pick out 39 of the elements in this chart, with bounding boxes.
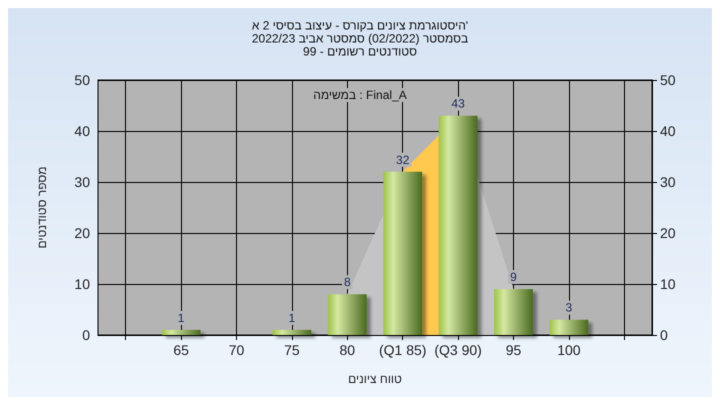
data-label: 9 — [510, 270, 518, 284]
data-label: 1 — [288, 310, 296, 325]
annotation: במשימה : Final_A — [313, 88, 407, 102]
bar — [162, 330, 200, 335]
chart-subtitle: בסמסטר (02/2022) סמסטר אביב 2022/23 סטודנטים רשומים - 99 — [252, 32, 468, 58]
x-tick-label: 95 — [506, 342, 522, 358]
bar — [272, 330, 312, 335]
data-label: 32 — [396, 152, 410, 167]
y-tick-label: 20 — [74, 225, 90, 241]
y2-tick-label: 40 — [660, 123, 676, 139]
y-tick-label: 10 — [74, 276, 90, 292]
bar — [328, 294, 367, 335]
bar — [438, 116, 478, 335]
x-tick-label: 100 — [557, 342, 581, 358]
y-tick-label: 0 — [82, 327, 90, 343]
data-label: 1 — [178, 310, 185, 325]
bar — [550, 320, 588, 335]
x-axis-title: טווח ציונים — [348, 372, 402, 386]
y-tick-label: 30 — [74, 174, 90, 190]
data-label: 43 — [451, 96, 466, 111]
x-tick-label: (Q1 85) — [378, 342, 426, 358]
bar — [494, 289, 533, 335]
bar — [383, 172, 422, 335]
data-label: 3 — [566, 300, 573, 315]
y2-tick-label: 50 — [660, 72, 676, 88]
chart-title: היסטוגרמת ציונים בקורס - עיצוב בסיסי 2 א' — [252, 18, 468, 32]
y-axis-title: מספר סטודנטים — [35, 166, 49, 249]
data-label: 8 — [344, 275, 351, 290]
x-tick-label: 75 — [284, 342, 300, 358]
x-tick-label: (Q3 90) — [434, 342, 482, 358]
y2-tick-label: 10 — [660, 276, 676, 292]
x-tick-label: 70 — [228, 342, 244, 358]
x-tick-label: 80 — [340, 342, 356, 358]
y2-tick-label: 0 — [660, 327, 668, 343]
y2-tick-label: 30 — [660, 174, 676, 190]
y-tick-label: 50 — [74, 72, 90, 88]
x-tick-label: 65 — [173, 342, 190, 358]
y2-tick-label: 20 — [660, 225, 676, 241]
y-tick-label: 40 — [74, 123, 90, 139]
